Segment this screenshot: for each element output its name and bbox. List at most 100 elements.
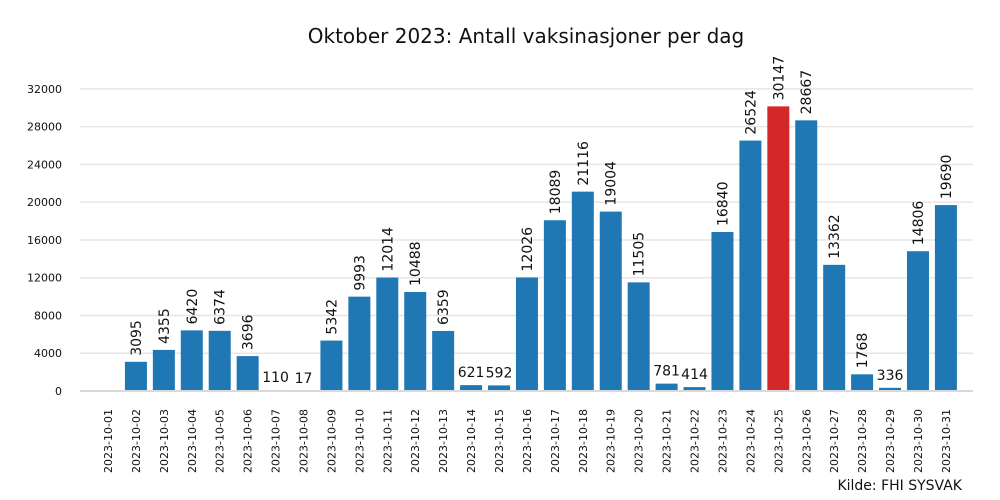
bar: [711, 232, 734, 391]
y-tick-label: 4000: [34, 347, 62, 360]
x-tick-label: 2023-10-27: [828, 409, 841, 473]
x-tick-label: 2023-10-22: [689, 409, 702, 473]
bar: [320, 340, 343, 391]
bars: [124, 106, 957, 391]
bar-value-label: 110: [262, 370, 289, 386]
chart-title: Oktober 2023: Antall vaksinasjoner per d…: [308, 24, 744, 48]
x-tick-label: 2023-10-20: [633, 409, 646, 473]
bar: [599, 211, 622, 391]
y-axis-ticks: 0 4000 8000 12000 16000 20000 24000 28000 32000: [27, 83, 62, 398]
bar-value-label: 6359: [436, 289, 452, 325]
bar-value-label: 336: [877, 368, 904, 384]
bar-value-label: 18089: [548, 170, 564, 215]
bar: [460, 385, 483, 391]
x-tick-label: 2023-10-09: [325, 409, 338, 473]
x-tick-label: 2023-10-16: [521, 409, 534, 473]
bar: [180, 330, 203, 391]
bar: [683, 387, 706, 391]
bar-value-label: 13362: [827, 214, 843, 259]
bar-value-label: 19690: [939, 155, 955, 200]
bar-value-label: 12014: [380, 227, 396, 272]
x-tick-label: 2023-10-18: [577, 409, 590, 473]
bar-value-label: 5342: [324, 299, 340, 335]
x-tick-label: 2023-10-19: [605, 409, 618, 473]
bar-value-label: 9993: [352, 255, 368, 291]
bar: [739, 140, 762, 391]
bar-value-label: 3696: [241, 314, 257, 350]
bar: [515, 277, 538, 391]
bar-value-label: 3095: [129, 320, 145, 356]
x-tick-label: 2023-10-04: [186, 409, 199, 473]
x-tick-label: 2023-10-13: [437, 409, 450, 473]
x-tick-label: 2023-10-08: [298, 409, 311, 473]
x-tick-label: 2023-10-29: [884, 409, 897, 473]
bar-value-label: 414: [681, 367, 708, 383]
x-tick-label: 2023-10-26: [800, 409, 813, 473]
bar: [432, 330, 455, 391]
x-tick-label: 2023-10-28: [856, 409, 869, 473]
bar-value-label: 21116: [576, 141, 592, 186]
bar: [823, 264, 846, 391]
bar: [236, 356, 259, 391]
bar-value-label: 781: [653, 364, 680, 380]
bar: [627, 282, 650, 391]
bar-value-label: 30147: [771, 56, 787, 101]
bar: [208, 330, 231, 391]
bar: [571, 191, 594, 391]
x-tick-label: 2023-10-06: [242, 409, 255, 473]
y-tick-label: 16000: [27, 234, 62, 247]
bar-value-label: 14806: [911, 201, 927, 246]
source-note: Kilde: FHI SYSVAK: [837, 478, 962, 494]
bar-value-label: 19004: [604, 161, 620, 206]
bar: [404, 291, 427, 391]
x-tick-label: 2023-10-23: [716, 409, 729, 473]
bar-value-label: 6374: [213, 289, 229, 325]
x-tick-label: 2023-10-24: [744, 409, 757, 473]
value-labels: 3095 4355 6420 6374 3696 110 17 5342 9993 12014 10…: [129, 56, 955, 387]
bar: [934, 205, 957, 391]
bar-value-label: 11505: [632, 232, 648, 277]
x-tick-label: 2023-10-12: [409, 409, 422, 473]
y-tick-label: 32000: [27, 83, 62, 96]
y-tick-label: 12000: [27, 272, 62, 285]
bar-value-label: 10488: [408, 241, 424, 286]
bar-value-label: 6420: [185, 289, 201, 325]
x-axis-ticks: 2023-10-01 2023-10-02 2023-10-03 2023-10-04…: [102, 409, 953, 473]
x-tick-label: 2023-10-15: [493, 409, 506, 473]
x-tick-label: 2023-10-11: [381, 409, 394, 473]
x-tick-label: 2023-10-25: [772, 409, 785, 473]
x-tick-label: 2023-10-21: [661, 409, 674, 473]
bar: [543, 220, 566, 391]
bar-value-label: 28667: [799, 70, 815, 115]
bar: [879, 387, 902, 391]
bar-value-label: 17: [295, 371, 313, 387]
bar-value-label: 4355: [157, 308, 173, 344]
bar: [767, 106, 790, 391]
bar: [376, 277, 399, 391]
bar: [851, 374, 874, 391]
x-tick-label: 2023-10-07: [270, 409, 283, 473]
x-tick-label: 2023-10-31: [940, 409, 953, 473]
x-tick-label: 2023-10-03: [158, 409, 171, 473]
bar: [906, 251, 929, 391]
y-tick-label: 28000: [27, 121, 62, 134]
x-tick-label: 2023-10-14: [465, 409, 478, 473]
y-tick-label: 24000: [27, 158, 62, 171]
bar: [124, 361, 147, 391]
x-tick-label: 2023-10-01: [102, 409, 115, 473]
bar: [655, 383, 678, 391]
bar: [152, 349, 175, 391]
x-tick-label: 2023-10-10: [353, 409, 366, 473]
bar: [795, 120, 818, 391]
bar-value-label: 16840: [715, 181, 731, 226]
x-tick-label: 2023-10-05: [214, 409, 227, 473]
x-tick-label: 2023-10-02: [130, 409, 143, 473]
x-tick-label: 2023-10-30: [912, 409, 925, 473]
bar-value-label: 1768: [855, 333, 871, 369]
x-tick-label: 2023-10-17: [549, 409, 562, 473]
y-tick-label: 8000: [34, 309, 62, 322]
y-tick-label: 20000: [27, 196, 62, 209]
bar-value-label: 12026: [520, 227, 536, 272]
bar: [488, 385, 511, 391]
